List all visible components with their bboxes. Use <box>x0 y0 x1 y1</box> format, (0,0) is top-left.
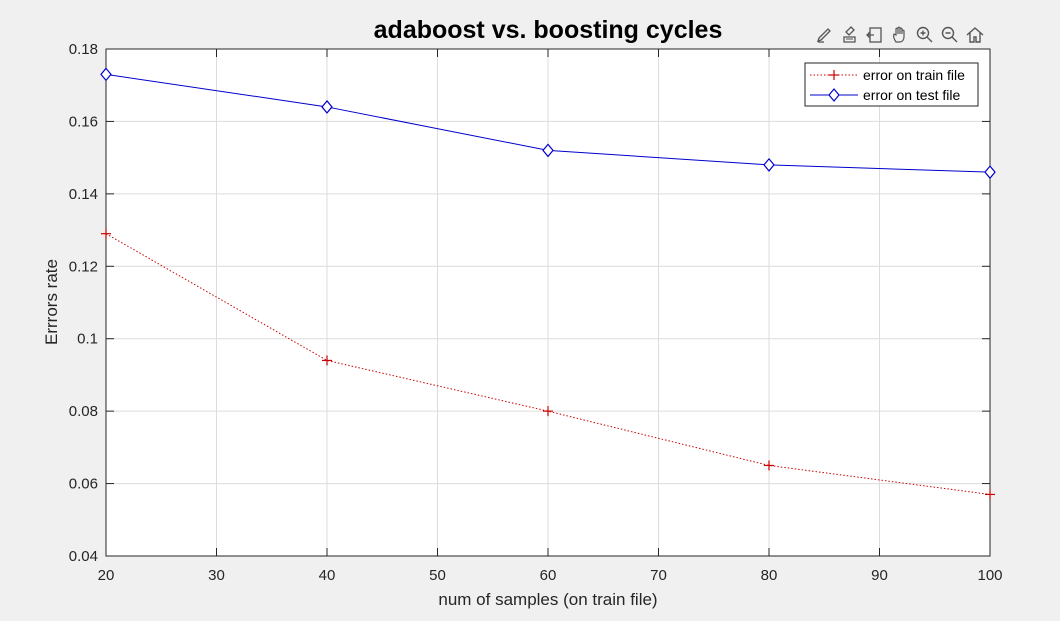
x-tick-label: 50 <box>429 567 446 584</box>
x-tick-label: 20 <box>98 567 115 584</box>
zoom-in-icon[interactable] <box>914 24 936 46</box>
data-point-marker <box>543 406 553 417</box>
series-train <box>101 228 995 500</box>
y-tick-label: 0.18 <box>69 41 98 58</box>
y-tick-label: 0.1 <box>77 331 98 348</box>
data-point-marker <box>763 157 775 172</box>
x-tick-label: 80 <box>761 567 778 584</box>
x-tick-label: 90 <box>871 567 888 584</box>
x-tick-label: 30 <box>208 567 225 584</box>
legend-test-label: error on test file <box>863 87 960 103</box>
data-point-marker <box>764 460 774 471</box>
legend-train-label: error on train file <box>863 67 965 83</box>
y-tick-label: 0.14 <box>69 186 98 203</box>
pan-hand-icon[interactable] <box>889 24 911 46</box>
y-axis-label: Errrors rate <box>42 259 61 345</box>
series-layer <box>100 67 996 500</box>
series-test <box>100 67 996 180</box>
x-tick-label: 40 <box>319 567 336 584</box>
export-icon[interactable] <box>864 24 886 46</box>
chart-title: adaboost vs. boosting cycles <box>374 16 723 44</box>
legend-train-marker <box>829 70 839 80</box>
data-tips-icon[interactable] <box>839 24 861 46</box>
axis-ticks: 20 30 40 50 60 70 80 90 100 0.04 0.06 0.08 0.1 0.12 0.… <box>69 41 1003 584</box>
x-tick-label: 60 <box>540 567 557 584</box>
zoom-out-icon[interactable] <box>939 24 961 46</box>
legend[interactable]: error on train file error on test file <box>804 62 979 107</box>
y-tick-label: 0.08 <box>69 403 98 420</box>
data-point-marker <box>101 228 111 239</box>
data-point-marker <box>542 143 554 158</box>
y-tick-label: 0.04 <box>69 548 98 565</box>
y-tick-label: 0.06 <box>69 476 98 493</box>
x-tick-label: 100 <box>977 567 1002 584</box>
data-point-marker <box>985 489 995 500</box>
data-point-marker <box>322 355 332 366</box>
home-icon[interactable] <box>964 24 986 46</box>
data-point-marker <box>100 67 112 82</box>
y-tick-label: 0.12 <box>69 258 98 275</box>
legend-test-marker <box>828 88 840 102</box>
y-tick-label: 0.16 <box>69 113 98 130</box>
axes-toolbar <box>814 22 986 48</box>
data-point-marker <box>321 100 333 114</box>
x-tick-label: 70 <box>650 567 667 584</box>
brush-icon[interactable] <box>814 24 836 46</box>
data-point-marker <box>984 165 996 180</box>
x-axis-label: num of samples (on train file) <box>438 590 657 609</box>
